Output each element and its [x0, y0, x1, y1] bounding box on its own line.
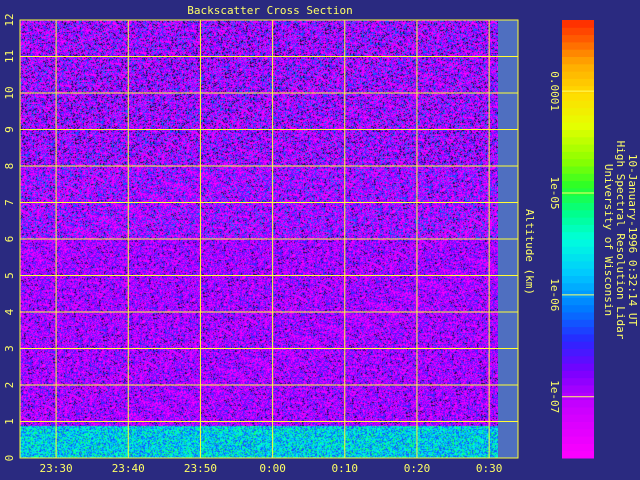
- colorbar-tick-label: 1e-07: [548, 380, 561, 413]
- colorbar-band: [562, 41, 594, 50]
- colorbar-band: [562, 443, 594, 452]
- colorbar-band: [562, 450, 594, 459]
- colorbar-band: [562, 63, 594, 72]
- colorbar-band: [562, 260, 594, 269]
- colorbar-band: [562, 436, 594, 444]
- colorbar-band: [562, 414, 594, 422]
- y-axis-label: Altitude (km): [523, 209, 536, 295]
- colorbar-band: [562, 85, 594, 94]
- x-tick-label: 0:20: [404, 462, 431, 475]
- y-tick-label: 2: [3, 382, 16, 389]
- colorbar-band: [562, 246, 594, 255]
- colorbar-band: [562, 180, 594, 189]
- colorbar-band: [562, 348, 594, 357]
- colorbar-band: [562, 71, 594, 79]
- colorbar-band: [562, 290, 594, 298]
- colorbar-band: [562, 217, 594, 225]
- colorbar-band: [562, 224, 594, 233]
- colorbar-band: [562, 122, 594, 130]
- colorbar-band: [562, 282, 594, 291]
- chart-title: Backscatter Cross Section: [187, 4, 353, 17]
- x-tick-label: 23:50: [184, 462, 217, 475]
- annotation-line-2: High Spectral Resolution Lidar: [614, 141, 627, 340]
- colorbar-band: [562, 363, 594, 371]
- colorbar-tick-label: 1e-06: [548, 278, 561, 311]
- y-tick-label: 1: [3, 418, 16, 425]
- colorbar-band: [562, 195, 594, 203]
- plot-frame: [19, 19, 519, 459]
- annotation-line-3: 10-January-1996 0:32:14 UT: [626, 154, 639, 327]
- colorbar-band: [562, 326, 594, 335]
- colorbar-band: [562, 158, 594, 167]
- colorbar-band: [562, 428, 594, 437]
- colorbar-band: [562, 209, 594, 218]
- y-tick-label: 0: [3, 455, 16, 462]
- colorbar-band: [562, 385, 594, 393]
- y-tick-label: 6: [3, 236, 16, 243]
- colorbar-band: [562, 268, 594, 276]
- y-tick-label: 12: [3, 13, 16, 26]
- colorbar-band: [562, 78, 594, 87]
- y-tick-label: 8: [3, 163, 16, 170]
- colorbar-band: [562, 202, 594, 211]
- colorbar-band: [562, 275, 594, 284]
- colorbar-band: [562, 370, 594, 379]
- colorbar-band: [562, 341, 594, 349]
- y-tick-label: 11: [3, 50, 16, 63]
- colorbar-band: [562, 304, 594, 313]
- colorbar: [562, 20, 594, 459]
- colorbar-band: [562, 129, 594, 138]
- annotation-line-1: University of Wisconsin: [602, 164, 615, 316]
- x-axis-ticks: 23:30 23:40 23:50 0:00 0:10 0:20 0:30: [40, 462, 503, 475]
- colorbar-band: [562, 56, 594, 65]
- colorbar-band: [562, 377, 594, 386]
- x-tick-label: 0:10: [332, 462, 359, 475]
- x-tick-label: 23:30: [40, 462, 73, 475]
- colorbar-ticks: 0.0001 1e-05 1e-06 1e-07: [548, 71, 594, 413]
- colorbar-tick-label: 1e-05: [548, 176, 561, 209]
- colorbar-band: [562, 333, 594, 342]
- colorbar-band: [562, 231, 594, 240]
- colorbar-band: [562, 421, 594, 430]
- colorbar-band: [562, 107, 594, 116]
- colorbar-band: [562, 187, 594, 196]
- colorbar-tick-label: 0.0001: [548, 71, 561, 111]
- x-tick-label: 0:30: [476, 462, 503, 475]
- colorbar-band: [562, 173, 594, 182]
- colorbar-band: [562, 297, 594, 306]
- x-tick-label: 0:00: [259, 462, 286, 475]
- colorbar-band: [562, 151, 594, 160]
- colorbar-band: [562, 319, 594, 328]
- colorbar-band: [562, 136, 594, 145]
- colorbar-band: [562, 355, 594, 364]
- grid-lines: [20, 19, 518, 459]
- colorbar-band: [562, 144, 594, 152]
- x-tick-label: 23:40: [112, 462, 145, 475]
- colorbar-band: [562, 406, 594, 415]
- colorbar-band: [562, 399, 594, 408]
- colorbar-band: [562, 312, 594, 320]
- colorbar-band: [562, 34, 594, 43]
- y-tick-label: 9: [3, 126, 16, 133]
- colorbar-band: [562, 49, 594, 57]
- colorbar-band: [562, 27, 594, 36]
- colorbar-band: [562, 20, 594, 28]
- y-tick-label: 4: [3, 308, 16, 315]
- y-tick-label: 3: [3, 345, 16, 352]
- colorbar-band: [562, 253, 594, 262]
- colorbar-band: [562, 93, 594, 101]
- y-tick-label: 7: [3, 199, 16, 206]
- y-tick-label: 5: [3, 272, 16, 279]
- colorbar-band: [562, 166, 594, 174]
- colorbar-band: [562, 114, 594, 123]
- y-tick-label: 10: [3, 86, 16, 99]
- colorbar-band: [562, 239, 594, 247]
- colorbar-band: [562, 100, 594, 109]
